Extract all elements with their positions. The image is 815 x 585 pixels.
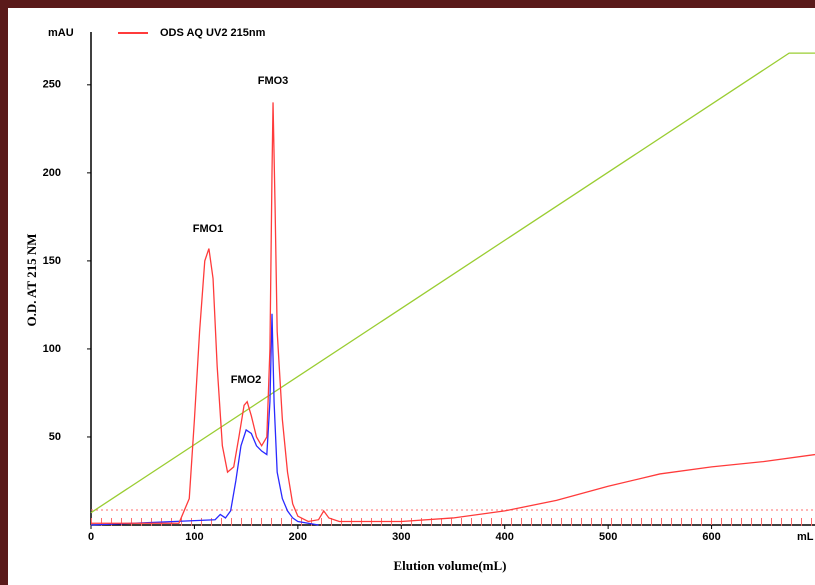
y-tick-label: 200 — [43, 167, 61, 179]
x-tick-label: 100 — [185, 531, 203, 543]
y-axis-title: O.D. AT 215 NM — [24, 233, 39, 326]
y-tick-label: 150 — [43, 255, 61, 267]
peak-label: FMO2 — [231, 374, 262, 386]
plot-background — [8, 8, 815, 585]
peak-label: FMO3 — [258, 75, 289, 87]
series-line — [90, 313, 319, 526]
x-axis-title: Elution volume(mL) — [393, 558, 506, 573]
x-tick-label: 0 — [88, 531, 94, 543]
x-tick-label: 200 — [289, 531, 307, 543]
x-tick-label: 400 — [496, 531, 514, 543]
x-tick-label: 300 — [392, 531, 410, 543]
series-line — [91, 102, 815, 524]
x-tick-label: 500 — [599, 531, 617, 543]
y-tick-label: 250 — [43, 79, 61, 91]
x-tick-label: 600 — [702, 531, 720, 543]
y-tick-label: 50 — [49, 431, 61, 443]
y-tick-label: 100 — [43, 343, 61, 355]
x-unit: mL — [797, 531, 814, 543]
legend-label: ODS AQ UV2 215nm — [160, 27, 266, 39]
series-line — [90, 52, 815, 514]
y-unit: mAU — [48, 27, 74, 39]
peak-label: FMO1 — [193, 223, 224, 235]
